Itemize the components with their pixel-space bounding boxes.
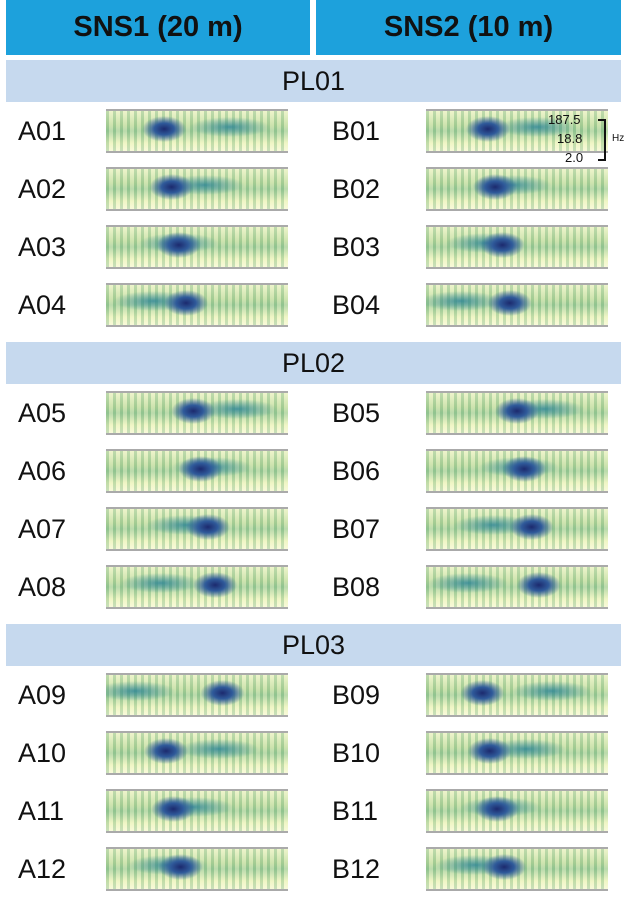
row-label: A04 <box>18 289 67 320</box>
spectrogram <box>106 449 288 493</box>
row-label: B08 <box>332 571 381 602</box>
spectrogram <box>426 507 608 551</box>
row-label: B05 <box>332 397 381 428</box>
spectrogram <box>106 167 288 211</box>
row-label: B07 <box>332 513 381 544</box>
row-label: A11 <box>18 795 65 826</box>
row-label: A02 <box>18 173 67 204</box>
row-label: A10 <box>18 737 67 768</box>
row-label: A01 <box>18 115 67 146</box>
spectrogram <box>106 673 288 717</box>
spectrogram <box>106 847 288 891</box>
column-header: SNS1 (20 m) <box>6 0 310 55</box>
row-label: A08 <box>18 571 67 602</box>
scale-label: 18.8 <box>557 131 583 146</box>
spectrogram <box>426 391 608 435</box>
spectrogram <box>426 449 608 493</box>
row-label: A03 <box>18 231 67 262</box>
row-label: B11 <box>332 795 379 826</box>
row-label: A09 <box>18 679 67 710</box>
spectrogram <box>426 673 608 717</box>
spectrogram <box>106 109 288 153</box>
spectrogram <box>106 225 288 269</box>
spectrogram <box>426 847 608 891</box>
row-label: B09 <box>332 679 381 710</box>
row-label: A05 <box>18 397 67 428</box>
row-label: A07 <box>18 513 67 544</box>
spectrogram <box>106 283 288 327</box>
spectrogram <box>106 565 288 609</box>
row-label: B01 <box>332 115 381 146</box>
scale-unit: Hz <box>612 133 625 144</box>
section-title: PL03 <box>6 624 621 666</box>
scale-bracket <box>598 119 606 161</box>
spectrogram <box>426 283 608 327</box>
row-label: B04 <box>332 289 381 320</box>
column-header: SNS2 (10 m) <box>316 0 621 55</box>
spectrogram <box>426 109 608 153</box>
spectrogram <box>426 565 608 609</box>
row-label: B12 <box>332 853 381 884</box>
row-label: A12 <box>18 853 67 884</box>
scale-label: 187.5 <box>548 112 581 127</box>
row-label: B10 <box>332 737 381 768</box>
spectrogram <box>426 789 608 833</box>
row-label: B06 <box>332 455 381 486</box>
spectrogram <box>426 731 608 775</box>
spectrogram <box>106 789 288 833</box>
section-title: PL01 <box>6 60 621 102</box>
spectrogram <box>106 507 288 551</box>
spectrogram <box>426 225 608 269</box>
spectrogram <box>426 167 608 211</box>
row-label: B03 <box>332 231 381 262</box>
row-label: A06 <box>18 455 67 486</box>
spectrogram <box>106 391 288 435</box>
section-title: PL02 <box>6 342 621 384</box>
spectrogram <box>106 731 288 775</box>
row-label: B02 <box>332 173 381 204</box>
scale-label: 2.0 <box>565 150 584 165</box>
